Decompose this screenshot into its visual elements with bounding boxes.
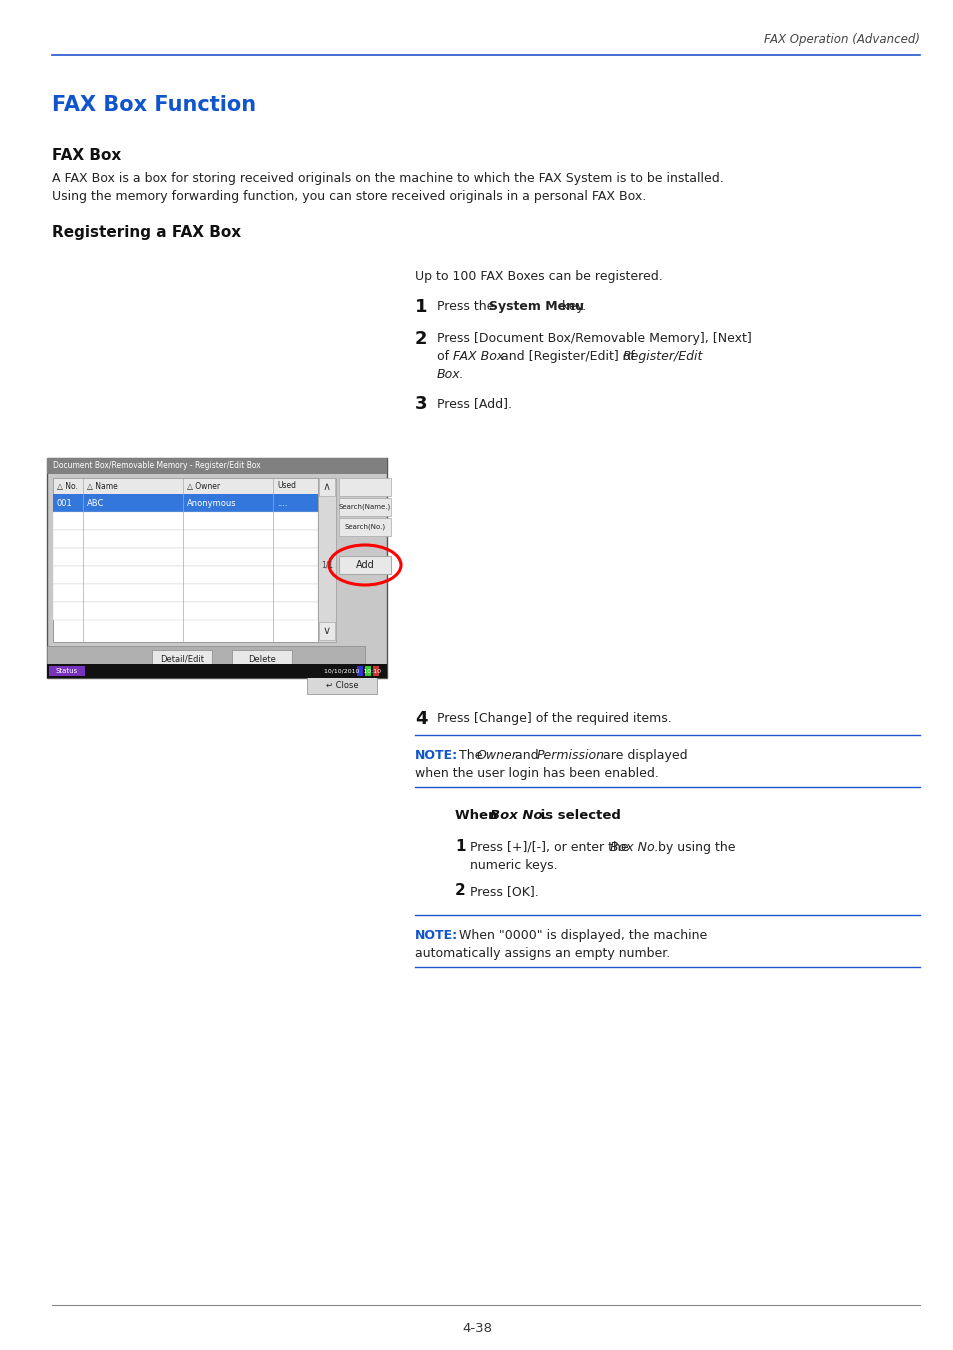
Bar <box>53 585 317 602</box>
Text: are displayed: are displayed <box>598 749 687 761</box>
Text: Box No.: Box No. <box>490 809 547 822</box>
Text: 001: 001 <box>57 498 72 508</box>
Bar <box>318 622 335 640</box>
Bar <box>373 666 378 676</box>
Text: 4-38: 4-38 <box>461 1322 492 1335</box>
Text: Delete: Delete <box>248 655 275 663</box>
Text: Press [Document Box/Removable Memory], [Next]: Press [Document Box/Removable Memory], [… <box>436 332 751 346</box>
Bar <box>53 531 317 548</box>
Bar <box>47 458 387 678</box>
Bar <box>317 478 335 643</box>
Text: automatically assigns an empty number.: automatically assigns an empty number. <box>415 946 670 960</box>
Text: by using the: by using the <box>654 841 735 855</box>
Bar <box>53 512 317 531</box>
Text: ∧: ∧ <box>323 482 331 491</box>
Text: Used: Used <box>276 482 295 490</box>
Text: Press [OK].: Press [OK]. <box>470 886 538 898</box>
Text: 1: 1 <box>415 298 427 316</box>
Text: Register/Edit: Register/Edit <box>622 350 702 363</box>
Text: ABC: ABC <box>87 498 104 508</box>
Text: Press the: Press the <box>436 300 497 313</box>
Bar <box>338 478 391 495</box>
Bar <box>338 518 391 536</box>
Text: Anonymous: Anonymous <box>187 498 236 508</box>
Text: Owner: Owner <box>476 749 517 761</box>
Bar <box>53 566 317 585</box>
Bar <box>53 478 317 643</box>
Text: when the user login has been enabled.: when the user login has been enabled. <box>415 767 659 780</box>
Text: 1: 1 <box>455 838 465 855</box>
Text: Detail/Edit: Detail/Edit <box>160 655 204 663</box>
Text: 4: 4 <box>415 710 427 728</box>
Bar <box>53 548 317 566</box>
Text: .: . <box>458 369 462 381</box>
Bar <box>338 498 391 516</box>
Text: Permission: Permission <box>537 749 604 761</box>
Text: ↵ Close: ↵ Close <box>325 680 358 690</box>
Bar <box>53 478 317 494</box>
Text: key.: key. <box>558 300 585 313</box>
Bar <box>53 494 317 512</box>
Text: FAX Box: FAX Box <box>52 148 121 163</box>
Text: is selected: is selected <box>536 809 620 822</box>
Text: Registering a FAX Box: Registering a FAX Box <box>52 225 241 240</box>
Text: △ Owner: △ Owner <box>187 482 220 490</box>
Bar <box>365 666 371 676</box>
Text: FAX Operation (Advanced): FAX Operation (Advanced) <box>763 34 919 46</box>
Text: NOTE:: NOTE: <box>415 929 457 942</box>
Text: 3: 3 <box>415 396 427 413</box>
Bar <box>318 478 335 495</box>
Bar <box>307 676 376 694</box>
Text: Press [Add].: Press [Add]. <box>436 397 512 410</box>
Bar <box>152 649 212 668</box>
Text: 1/1: 1/1 <box>320 560 333 570</box>
Text: Search(Name.): Search(Name.) <box>338 504 391 510</box>
Text: Add: Add <box>355 560 374 570</box>
Text: 2: 2 <box>415 329 427 348</box>
Text: When: When <box>455 809 501 822</box>
Bar <box>53 602 317 620</box>
Text: and: and <box>511 749 542 761</box>
Text: A FAX Box is a box for storing received originals on the machine to which the FA: A FAX Box is a box for storing received … <box>52 171 723 185</box>
Bar <box>49 666 85 676</box>
Text: The: The <box>455 749 486 761</box>
Text: 10/10/2010  10:10: 10/10/2010 10:10 <box>324 668 380 674</box>
Text: 2: 2 <box>455 883 465 898</box>
Bar <box>338 556 391 574</box>
Text: Press [+]/[-], or enter the: Press [+]/[-], or enter the <box>470 841 632 855</box>
Text: When "0000" is displayed, the machine: When "0000" is displayed, the machine <box>455 929 706 942</box>
Text: NOTE:: NOTE: <box>415 749 457 761</box>
Bar <box>356 666 363 676</box>
Bar <box>47 458 387 474</box>
Bar <box>232 649 292 668</box>
Text: Box: Box <box>436 369 460 381</box>
Text: of: of <box>436 350 453 363</box>
Bar <box>47 664 387 678</box>
Text: Up to 100 FAX Boxes can be registered.: Up to 100 FAX Boxes can be registered. <box>415 270 662 284</box>
Text: Press [Change] of the required items.: Press [Change] of the required items. <box>436 711 671 725</box>
Bar <box>47 647 365 672</box>
Text: and [Register/Edit] of: and [Register/Edit] of <box>497 350 639 363</box>
Text: System Menu: System Menu <box>489 300 583 313</box>
Text: Status: Status <box>56 668 78 674</box>
Text: FAX Box Function: FAX Box Function <box>52 95 255 115</box>
Text: Using the memory forwarding function, you can store received originals in a pers: Using the memory forwarding function, yo… <box>52 190 645 202</box>
Text: △ No.: △ No. <box>57 482 78 490</box>
Text: numeric keys.: numeric keys. <box>470 859 558 872</box>
Text: ∨: ∨ <box>323 626 331 636</box>
Text: FAX Box: FAX Box <box>453 350 504 363</box>
Text: Box No.: Box No. <box>609 841 658 855</box>
Text: △ Name: △ Name <box>87 482 117 490</box>
Text: ....: .... <box>276 498 287 508</box>
Text: Document Box/Removable Memory - Register/Edit Box: Document Box/Removable Memory - Register… <box>53 462 260 471</box>
Text: Search(No.): Search(No.) <box>344 524 385 531</box>
